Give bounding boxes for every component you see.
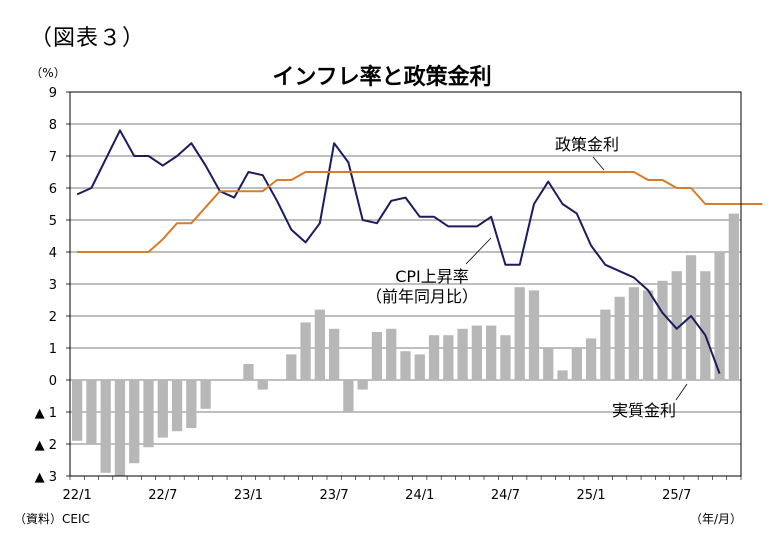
real-rate-bar: [728, 213, 740, 380]
cpi-pointer: [465, 237, 492, 265]
real-rate-bar: [357, 380, 368, 390]
real-rate-bar: [443, 335, 454, 380]
real-rate-bar: [114, 380, 126, 476]
real-rate-bar: [557, 370, 568, 380]
y-tick-label: 4: [49, 246, 57, 261]
real-rate-bar: [171, 380, 183, 432]
real-rate-bar: [614, 296, 625, 380]
real-rate-bar: [100, 380, 111, 473]
y-tick-label: 0: [49, 374, 57, 389]
real-rate-bar: [129, 380, 140, 464]
source-label: （資料）CEIC: [14, 512, 90, 526]
real-rate-bar: [143, 380, 154, 448]
y-tick-label: 7: [49, 150, 57, 165]
real-rate-bar: [157, 380, 168, 438]
real-rate-bar: [514, 287, 525, 380]
real-rate-bar: [300, 322, 311, 380]
real-rate-bar: [343, 380, 354, 412]
x-tick-label: 22/1: [63, 488, 92, 503]
x-tick-label: 25/1: [576, 488, 605, 503]
y-tick-label: ▲ 3: [35, 470, 57, 485]
real-rate-bar: [643, 290, 654, 380]
y-unit-label: （%）: [30, 66, 65, 80]
real-rate-bar: [286, 354, 297, 380]
x-unit-label: （年/月）: [690, 512, 742, 526]
real-rate-bar: [471, 325, 483, 380]
real-rate-bar: [500, 335, 511, 380]
x-tick-label: 22/7: [148, 488, 177, 503]
real-rate-bar: [700, 271, 711, 380]
real-rate-bar: [571, 348, 582, 380]
real-rate-bar: [457, 328, 468, 380]
real-rate-bar: [371, 332, 383, 380]
real-rate-bar: [600, 309, 611, 380]
real-rate-bar: [400, 351, 411, 380]
real-rate-bar: [714, 252, 725, 380]
axis-ticks: 9 8 7 6 5 4 3 2 1 0 ▲ 1 ▲ 2 ▲ 3 22/1 22/7 23/1 23/7 24/1 2…: [35, 86, 742, 503]
x-tick-label: 24/1: [405, 488, 434, 503]
policy-rate-annotation: 政策金利: [555, 135, 619, 154]
real-rate-bar: [585, 338, 597, 380]
y-tick-label: 1: [49, 342, 57, 357]
cpi-annotation-line2: （前年同月比）: [366, 287, 478, 306]
chart-title: インフレ率と政策金利: [272, 64, 491, 90]
cpi-annotation-line1: CPI上昇率: [395, 267, 469, 286]
real-rate-bar: [428, 335, 440, 380]
x-tick-label: 23/7: [320, 488, 349, 503]
lines: [76, 129, 763, 374]
real-rate-annotation: 実質金利: [612, 401, 676, 420]
x-tick-label: 25/7: [662, 488, 691, 503]
y-tick-label: 6: [49, 182, 57, 197]
y-tick-label: 9: [49, 86, 57, 101]
real-rate-bar: [414, 354, 425, 380]
real-rate-bar: [314, 309, 325, 380]
real-rate-bar: [386, 328, 397, 380]
real-rate-bar: [657, 280, 668, 380]
y-tick-label: 3: [49, 278, 57, 293]
real-rate-bar: [671, 271, 682, 380]
policy-rate-pointer: [592, 156, 605, 171]
real-rate-bar: [186, 380, 197, 428]
real-rate-bar: [86, 380, 97, 444]
real-rate-bar: [71, 380, 83, 441]
real-rate-bar: [243, 364, 254, 380]
y-tick-label: 2: [49, 310, 57, 325]
real-rate-bar: [257, 380, 268, 390]
y-tick-label: ▲ 1: [35, 406, 57, 421]
x-tick-label: 24/7: [491, 488, 520, 503]
y-tick-label: 8: [49, 118, 57, 133]
real-rate-bar: [200, 380, 211, 409]
x-tick-label: 23/1: [234, 488, 263, 503]
figure-label: （図表３）: [30, 26, 146, 51]
real-rate-bars: [71, 213, 740, 476]
cpi-line: [76, 129, 721, 374]
y-tick-label: 5: [49, 214, 57, 229]
real-rate-bar: [628, 287, 640, 380]
real-rate-bar: [328, 328, 340, 380]
y-tick-label: ▲ 2: [35, 438, 57, 453]
policy-rate-line: [77, 171, 763, 253]
real-rate-bar: [486, 325, 497, 380]
real-rate-bar: [528, 290, 540, 380]
real-rate-bar: [543, 348, 554, 380]
real-rate-pointer: [675, 383, 688, 401]
